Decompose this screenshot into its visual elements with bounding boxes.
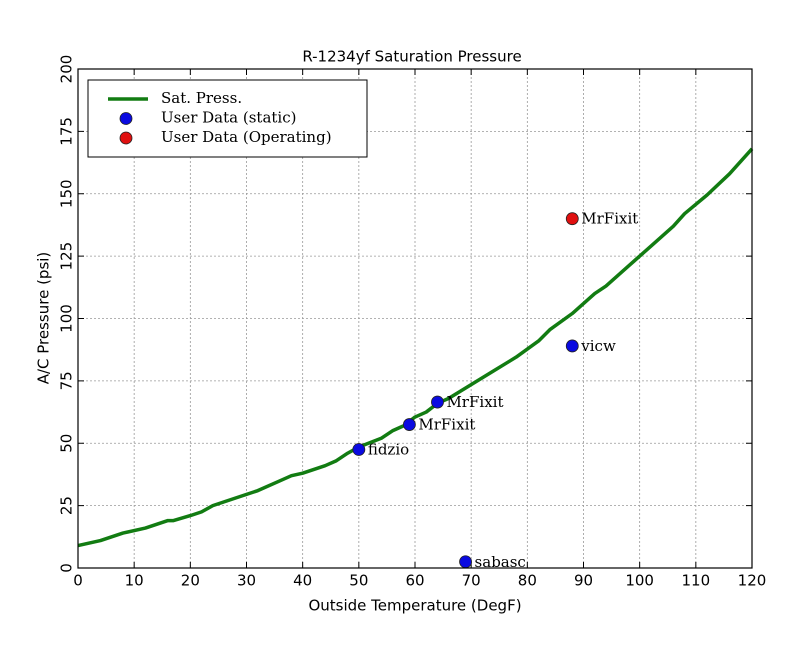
data-point <box>352 443 366 456</box>
x-tick-label: 100 <box>625 572 654 590</box>
y-tick-label: 175 <box>58 117 76 146</box>
x-tick-label: 80 <box>518 572 537 590</box>
legend-label: User Data (Operating) <box>161 128 332 146</box>
y-tick-label: 125 <box>58 242 76 271</box>
x-tick-label: 40 <box>293 572 312 590</box>
x-tick-label: 0 <box>73 572 83 590</box>
data-point <box>565 339 579 353</box>
point-label: sabasc <box>475 553 526 571</box>
y-axis-label: A/C Pressure (psi) <box>35 252 53 385</box>
chart-title: R-1234yf Saturation Pressure <box>302 48 521 66</box>
sat-line <box>77 147 754 548</box>
point-label: MrFixit <box>418 416 475 434</box>
x-tick-label: 70 <box>462 572 481 590</box>
x-axis-label: Outside Temperature (DegF) <box>308 597 521 615</box>
data-point <box>402 418 416 431</box>
point-label: fidzio <box>368 440 409 458</box>
data-point <box>459 555 472 569</box>
x-tick-label: 120 <box>738 572 767 590</box>
legend-label: Sat. Press. <box>161 89 242 107</box>
point-label: MrFixit <box>446 393 503 411</box>
y-tick-label: 0 <box>58 563 76 573</box>
legend-box <box>87 79 368 158</box>
x-tick-label: 90 <box>574 572 593 590</box>
y-tick-label: 150 <box>58 179 76 208</box>
y-tick-label: 200 <box>58 55 76 84</box>
x-tick-label: 60 <box>405 572 424 590</box>
y-tick-label: 50 <box>58 434 76 453</box>
y-tick-label: 25 <box>58 496 76 515</box>
x-tick-label: 10 <box>125 572 144 590</box>
legend-label: User Data (static) <box>161 109 296 127</box>
y-tick-label: 75 <box>58 371 76 390</box>
x-tick-label: 110 <box>682 572 711 590</box>
data-point <box>431 395 444 409</box>
x-tick-label: 50 <box>349 572 368 590</box>
plot-frame <box>77 68 753 569</box>
point-label: MrFixit <box>581 210 638 228</box>
point-label: vicw <box>580 337 616 355</box>
legend-marker <box>119 131 133 145</box>
y-tick-label: 100 <box>58 304 76 333</box>
legend-marker <box>119 112 133 125</box>
x-tick-label: 30 <box>237 572 256 590</box>
x-tick-label: 20 <box>181 572 200 590</box>
data-point <box>565 212 579 226</box>
